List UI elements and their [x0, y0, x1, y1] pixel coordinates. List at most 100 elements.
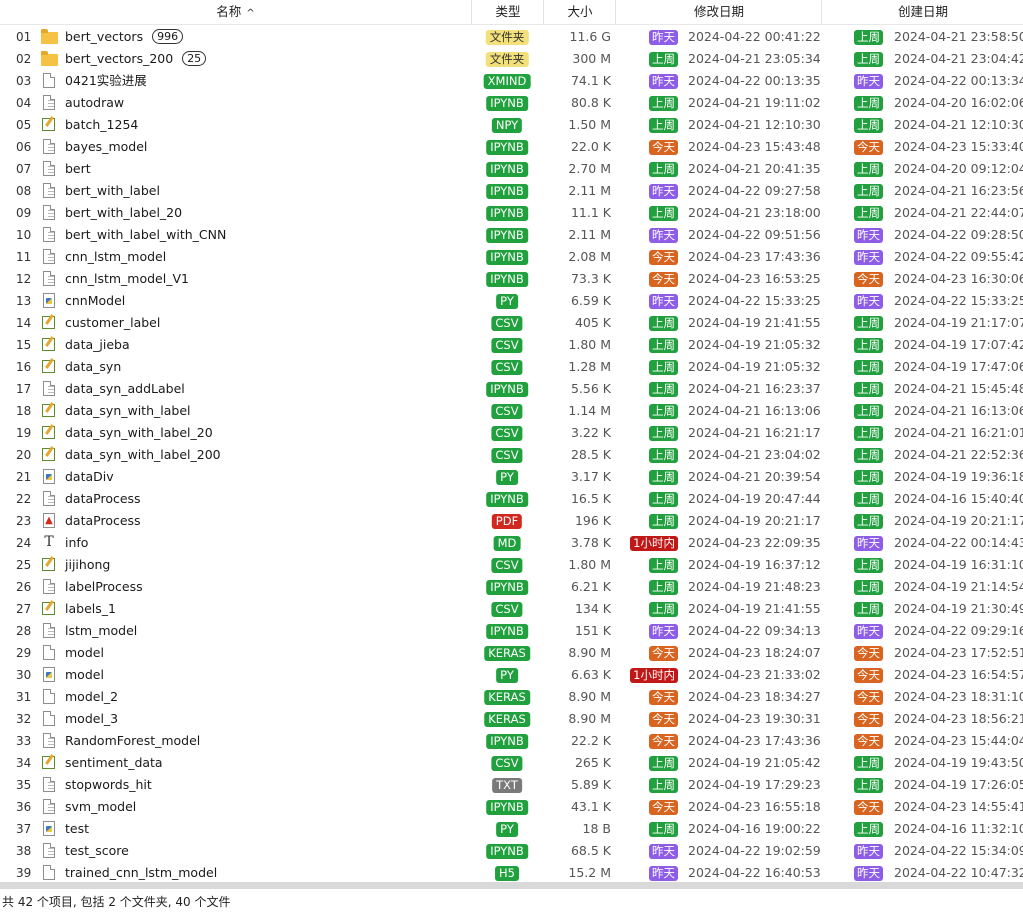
file-name-label: cnnModel	[65, 293, 126, 308]
file-row[interactable]: 21 dataDiv PY 3.17 K 上周 2024-04-21 20:39:54 上周…	[0, 466, 1023, 488]
file-row[interactable]: 39 trained_cnn_lstm_model H5 15.2 M 昨天 2024-0…	[0, 862, 1023, 882]
file-name: sentiment_data	[65, 752, 465, 774]
row-number: 22	[16, 492, 32, 506]
file-row[interactable]: 19 data_syn_with_label_20 CSV 3.22 K 上周 2024-…	[0, 422, 1023, 444]
file-icon	[41, 711, 58, 727]
file-size: 196 K	[574, 513, 611, 528]
created-date: 2024-04-22 15:33:25	[894, 293, 1023, 308]
file-name-label: data_syn_addLabel	[65, 381, 185, 396]
file-name: data_syn_with_label	[65, 400, 465, 422]
created-date: 2024-04-21 22:52:36	[894, 447, 1023, 462]
file-row[interactable]: 32 model_3 KERAS 8.90 M 今天 2024-04-23 19:30:3…	[0, 708, 1023, 730]
file-row[interactable]: 28 lstm_model IPYNB 151 K 昨天 2024-04-22 09:34…	[0, 620, 1023, 642]
row-number: 28	[16, 624, 32, 638]
file-row[interactable]: 33 RandomForest_model IPYNB 22.2 K 今天 2024-04…	[0, 730, 1023, 752]
file-name: model_3	[65, 708, 465, 730]
file-name-label: model	[65, 645, 104, 660]
file-row[interactable]: 09 bert_with_label_20 IPYNB 11.1 K 上周 2024-04…	[0, 202, 1023, 224]
file-row[interactable]: 26 labelProcess IPYNB 6.21 K 上周 2024-04-19 21…	[0, 576, 1023, 598]
file-size: 300 M	[572, 51, 611, 66]
modified-date: 2024-04-19 16:37:12	[688, 557, 821, 572]
modified-recency-badge: 昨天	[649, 294, 678, 309]
python-file-icon	[41, 469, 58, 485]
modified-recency-badge: 昨天	[649, 228, 678, 243]
folder-icon	[41, 29, 58, 45]
file-row[interactable]: 27 labels_1 CSV 134 K 上周 2024-04-19 21:41:55 上…	[0, 598, 1023, 620]
file-row[interactable]: 02 bert_vectors_200 25 文件夹 300 M 上周 2024-04-21…	[0, 48, 1023, 70]
created-recency-badge: 上周	[854, 338, 883, 353]
file-row[interactable]: 12 cnn_lstm_model_V1 IPYNB 73.3 K 今天 2024-04-…	[0, 268, 1023, 290]
file-row[interactable]: 04 autodraw IPYNB 80.8 K 上周 2024-04-21 19:11:…	[0, 92, 1023, 114]
type-badge: IPYNB	[486, 382, 528, 397]
file-row[interactable]: 14 customer_label CSV 405 K 上周 2024-04-19 21:…	[0, 312, 1023, 334]
file-name-label: cnn_lstm_model	[65, 249, 167, 264]
row-number: 30	[16, 668, 32, 682]
file-row[interactable]: 15 data_jieba CSV 1.80 M 上周 2024-04-19 21:05:…	[0, 334, 1023, 356]
file-row[interactable]: 07 bert IPYNB 2.70 M 上周 2024-04-21 20:41:35 上周…	[0, 158, 1023, 180]
modified-recency-badge: 今天	[649, 690, 678, 705]
file-size: 16.5 K	[570, 491, 611, 506]
created-date: 2024-04-19 16:31:10	[894, 557, 1023, 572]
file-size: 6.63 K	[570, 667, 611, 682]
modified-recency-badge: 昨天	[649, 624, 678, 639]
row-number: 12	[16, 272, 32, 286]
file-row[interactable]: 03 0421实验进展 XMIND 74.1 K 昨天 2024-04-22 00:13:…	[0, 70, 1023, 92]
file-row[interactable]: 20 data_syn_with_label_200 CSV 28.5 K 上周 2024…	[0, 444, 1023, 466]
file-name-label: bayes_model	[65, 139, 148, 154]
file-name-label: model	[65, 667, 104, 682]
file-name-label: model_2	[65, 689, 119, 704]
document-icon	[41, 183, 58, 199]
modified-recency-badge: 今天	[649, 250, 678, 265]
file-size: 74.1 K	[570, 73, 611, 88]
file-row[interactable]: 30 model PY 6.63 K 1小时内 2024-04-23 21:33:02 今天…	[0, 664, 1023, 686]
file-name: data_jieba	[65, 334, 465, 356]
created-date: 2024-04-23 18:56:21	[894, 711, 1023, 726]
modified-date: 2024-04-23 22:09:35	[688, 535, 821, 550]
file-row[interactable]: 05 batch_1254 NPY 1.50 M 上周 2024-04-21 12:10:…	[0, 114, 1023, 136]
row-number: 04	[16, 96, 32, 110]
file-row[interactable]: 08 bert_with_label IPYNB 2.11 M 昨天 2024-04-22…	[0, 180, 1023, 202]
file-row[interactable]: 13 cnnModel PY 6.59 K 昨天 2024-04-22 15:33:25 昨…	[0, 290, 1023, 312]
file-row[interactable]: 36 svm_model IPYNB 43.1 K 今天 2024-04-23 16:55…	[0, 796, 1023, 818]
data-file-icon	[41, 117, 58, 133]
file-row[interactable]: 38 test_score IPYNB 68.5 K 昨天 2024-04-22 19:0…	[0, 840, 1023, 862]
created-date: 2024-04-19 21:30:49	[894, 601, 1023, 616]
modified-date: 2024-04-19 20:21:17	[688, 513, 821, 528]
modified-recency-badge: 昨天	[649, 844, 678, 859]
file-name: RandomForest_model	[65, 730, 465, 752]
file-row[interactable]: 11 cnn_lstm_model IPYNB 2.08 M 今天 2024-04-23 …	[0, 246, 1023, 268]
row-number: 38	[16, 844, 32, 858]
created-recency-badge: 上周	[854, 382, 883, 397]
type-badge: KERAS	[484, 690, 530, 705]
column-header-name[interactable]: 名称 ^	[0, 0, 471, 24]
file-row[interactable]: 35 stopwords_hit TXT 5.89 K 上周 2024-04-19 17:…	[0, 774, 1023, 796]
sort-ascending-icon: ^	[246, 8, 255, 19]
type-badge: CSV	[491, 426, 523, 441]
file-row[interactable]: 18 data_syn_with_label CSV 1.14 M 上周 2024-04-…	[0, 400, 1023, 422]
column-header-modified[interactable]: 修改日期	[615, 0, 822, 24]
file-row[interactable]: 10 bert_with_label_with_CNN IPYNB 2.11 M 昨天 2…	[0, 224, 1023, 246]
modified-recency-badge: 上周	[649, 404, 678, 419]
created-date: 2024-04-21 12:10:30	[894, 117, 1023, 132]
column-header-size[interactable]: 大小	[543, 0, 616, 24]
file-row[interactable]: 06 bayes_model IPYNB 22.0 K 今天 2024-04-23 15:…	[0, 136, 1023, 158]
file-row[interactable]: 34 sentiment_data CSV 265 K 上周 2024-04-19 21:…	[0, 752, 1023, 774]
file-row[interactable]: 31 model_2 KERAS 8.90 M 今天 2024-04-23 18:34:2…	[0, 686, 1023, 708]
column-header-created[interactable]: 创建日期	[821, 0, 1023, 24]
file-row[interactable]: 37 test PY 18 B 上周 2024-04-16 19:00:22 上周 2024-…	[0, 818, 1023, 840]
file-row[interactable]: 23 ▲ dataProcess PDF 196 K 上周 2024-04-19 20:21…	[0, 510, 1023, 532]
modified-date: 2024-04-22 09:34:13	[688, 623, 821, 638]
file-row[interactable]: 01 bert_vectors 996 文件夹 11.6 G 昨天 2024-04-22 0…	[0, 26, 1023, 48]
type-badge: CSV	[491, 360, 523, 375]
file-row[interactable]: 16 data_syn CSV 1.28 M 上周 2024-04-19 21:05:32…	[0, 356, 1023, 378]
file-row[interactable]: 17 data_syn_addLabel IPYNB 5.56 K 上周 2024-04-…	[0, 378, 1023, 400]
item-count-badge: 996	[152, 29, 184, 44]
created-date: 2024-04-19 21:14:54	[894, 579, 1023, 594]
file-row[interactable]: 22 dataProcess IPYNB 16.5 K 上周 2024-04-19 20:…	[0, 488, 1023, 510]
file-name: trained_cnn_lstm_model	[65, 862, 465, 882]
file-row[interactable]: 29 model KERAS 8.90 M 今天 2024-04-23 18:24:07 今…	[0, 642, 1023, 664]
horizontal-scrollbar[interactable]	[0, 882, 1023, 889]
column-header-type[interactable]: 类型	[471, 0, 544, 24]
file-row[interactable]: 25 jijihong CSV 1.80 M 上周 2024-04-19 16:37:12…	[0, 554, 1023, 576]
